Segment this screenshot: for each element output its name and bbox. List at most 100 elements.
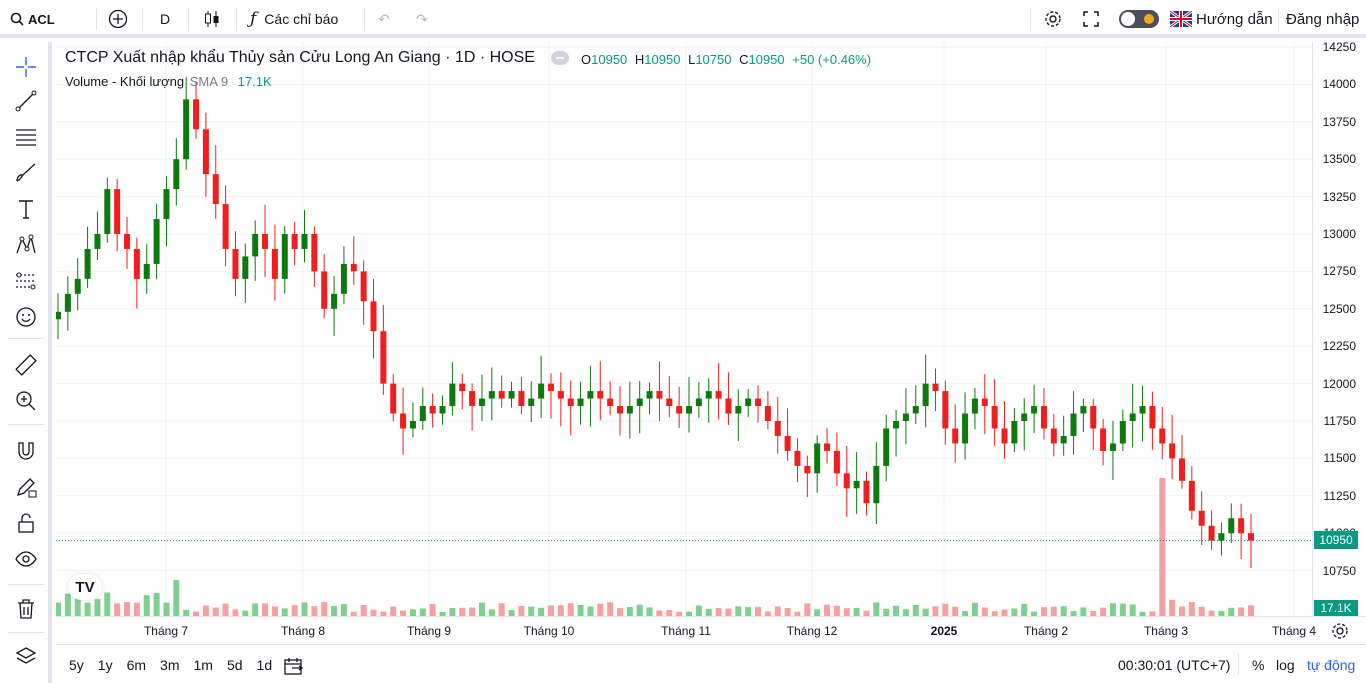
undo-icon: ↶ [378,10,390,27]
layers-icon [15,647,37,664]
volume-bar [1001,609,1008,616]
candle-body [153,219,160,264]
log-toggle[interactable]: log [1276,657,1295,673]
indicators-button[interactable]: ƒ Các chỉ báo [250,0,338,38]
volume-bar [656,610,663,616]
visibility-tool[interactable] [10,544,42,574]
candle-body [340,263,347,294]
candle-body [360,271,367,302]
candle-body [1178,458,1185,481]
candle-body [1238,518,1245,534]
range-button-3m[interactable]: 3m [160,657,180,673]
redo-button[interactable]: ↷ [416,0,428,38]
undo-button[interactable]: ↶ [378,0,390,38]
login-button[interactable]: Đăng nhập [1286,0,1359,38]
volume-bar [281,608,288,616]
candle-body [1129,413,1136,421]
time-axis-label: Tháng 7 [143,624,189,638]
magnet-tool[interactable] [10,436,42,466]
open-label: O [581,52,592,67]
time-axis-label: Tháng 11 [661,624,711,638]
close-value: 10950 [748,52,785,67]
volume-bar [853,607,860,616]
volume-bar [321,602,328,616]
pattern-tool[interactable] [10,230,42,260]
candle-body [735,406,742,414]
candle-body [193,99,200,130]
crosshair-tool[interactable] [10,52,42,82]
candle-body [1208,525,1215,541]
delete-tool[interactable] [10,594,42,624]
volume-bar [616,608,623,616]
settings-button[interactable] [1043,0,1063,38]
prediction-tool[interactable] [10,266,42,296]
lock-tool[interactable] [10,508,42,538]
volume-bar [863,610,870,616]
candle-body [1021,413,1028,421]
text-tool[interactable] [10,194,42,224]
volume-bar [74,595,81,616]
candle-body [971,398,978,414]
price-chart[interactable] [56,42,1312,616]
lock-drawing-tool[interactable] [10,472,42,502]
candle-body [557,391,564,399]
candle-body [725,398,732,414]
close-label: C [739,52,749,67]
price-axis[interactable]: 14250 14000 13750 13500 13250 13000 12750 12500… [1312,40,1366,616]
range-button-5d[interactable]: 5d [226,657,243,673]
range-button-1m[interactable]: 1m [193,657,213,673]
candle-body [922,383,929,407]
volume-bar [1149,611,1156,616]
axis-settings-icon[interactable] [1330,621,1350,641]
time-axis[interactable]: Tháng 7 Tháng 8 Tháng 9 Tháng 10 Tháng 11 Thá… [56,616,1366,644]
candle-body [528,398,535,407]
emoji-tool[interactable] [10,302,42,332]
help-button[interactable]: Hướng dẫn [1170,0,1273,38]
candle-body [469,391,476,407]
volume-bar [1070,611,1077,616]
price-axis-label: 10750 [1322,563,1356,578]
candles-icon [205,11,219,27]
fullscreen-icon [1083,11,1099,27]
volume-bar [1248,605,1254,616]
volume-name: Volume - Khối lượng [65,74,185,89]
zoom-tool[interactable] [10,386,42,416]
range-button-1d[interactable]: 1d [256,657,273,673]
candle-body [1080,406,1087,414]
interval-label: D [160,11,171,27]
candle-body [56,311,61,320]
collapse-legend-button[interactable] [550,51,569,65]
date-range-button[interactable] [284,657,304,678]
volume-bar [883,608,890,616]
time-axis-label: Tháng 2 [1023,624,1069,638]
volume-bar [232,609,239,616]
interval-button[interactable]: D [160,0,170,38]
fullscreen-button[interactable] [1082,0,1100,38]
brush-icon [16,163,36,182]
open-value: 10950 [591,52,628,67]
candle-body [1060,435,1067,444]
percent-toggle[interactable]: % [1252,657,1265,673]
volume-bar [84,602,91,616]
tradingview-logo[interactable]: TV [68,574,102,600]
candle-body [459,383,466,392]
auto-scale-toggle[interactable]: tự động [1307,657,1356,673]
clock-display[interactable]: 00:30:01 (UTC+7) [1118,657,1231,673]
range-button-1y[interactable]: 1y [97,657,113,673]
theme-toggle[interactable] [1118,0,1160,38]
object-tree-tool[interactable] [10,642,42,672]
range-button-5y[interactable]: 5y [69,657,84,673]
symbol-label: ACL [28,11,55,27]
volume-bar [370,609,377,616]
range-button-6m[interactable]: 6m [126,657,147,673]
candle-body [301,234,308,249]
chart-type-button[interactable] [202,0,222,38]
fib-tool[interactable] [10,122,42,152]
price-axis-label: 13500 [1322,152,1356,167]
measure-tool[interactable] [10,350,42,380]
symbol-search[interactable]: ACL [10,0,55,38]
compare-button[interactable] [108,0,128,38]
candle-body [538,383,545,399]
trend-line-tool[interactable] [10,86,42,116]
brush-tool[interactable] [10,158,42,188]
